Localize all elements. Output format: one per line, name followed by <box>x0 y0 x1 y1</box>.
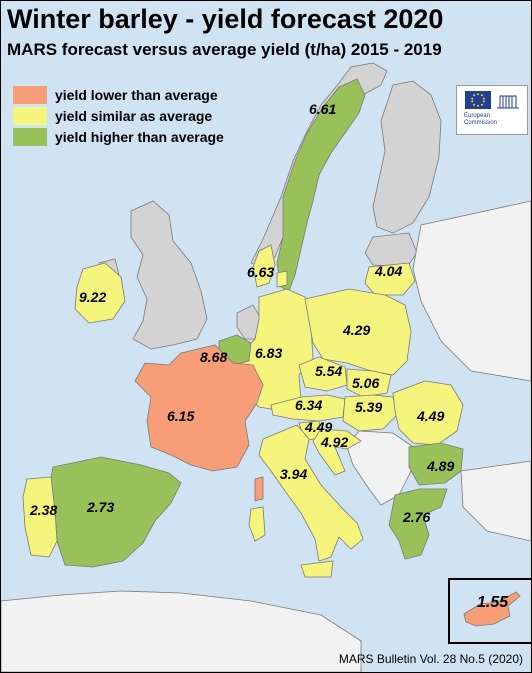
value-belgium: 8.68 <box>200 349 228 365</box>
legend-swatch-lower <box>13 86 47 104</box>
value-france: 6.15 <box>167 408 195 424</box>
european-commission-logo: European Commission <box>456 85 528 135</box>
cyprus-shape <box>463 591 521 627</box>
france-shape <box>134 344 264 472</box>
legend-label-lower: yield lower than average <box>55 87 218 103</box>
value-czechia: 5.54 <box>315 363 343 379</box>
finland-shape <box>372 80 442 234</box>
legend: yield lower than average yield similar a… <box>13 85 224 148</box>
legend-swatch-higher <box>13 128 47 146</box>
value-italy: 3.94 <box>280 466 308 482</box>
legend-swatch-similar <box>13 107 47 125</box>
value-greece: 2.76 <box>403 509 431 525</box>
denmark-shape <box>252 244 288 288</box>
portugal-shape <box>22 476 58 558</box>
value-hungary: 5.39 <box>355 399 383 415</box>
value-slovakia: 5.06 <box>352 375 380 391</box>
value-austria: 6.34 <box>295 397 323 413</box>
legend-item-similar: yield similar as average <box>13 106 224 126</box>
lithuania-shape <box>364 262 416 296</box>
value-poland: 4.29 <box>343 322 371 338</box>
slovakia-shape <box>346 368 392 398</box>
greece-shape <box>388 488 448 560</box>
berlaymont-icon <box>495 90 521 110</box>
romania-shape <box>392 380 464 446</box>
sardinia-shape <box>248 506 266 542</box>
value-spain: 2.73 <box>87 499 115 515</box>
africa-shape <box>1 590 362 672</box>
legend-item-lower: yield lower than average <box>13 85 224 105</box>
value-romania: 4.49 <box>417 408 445 424</box>
uk-shape <box>130 200 208 350</box>
italy-shape <box>258 424 364 562</box>
baltic-east-shape <box>412 200 531 382</box>
croatia-shape <box>312 428 362 476</box>
value-portugal: 2.38 <box>30 502 58 518</box>
hungary-shape <box>342 394 398 432</box>
legend-label-higher: yield higher than average <box>55 129 224 145</box>
corsica-shape <box>254 476 264 502</box>
eu-flag-icon <box>465 91 491 109</box>
value-bulgaria: 4.89 <box>427 458 455 474</box>
estonia-latvia-shape <box>364 232 418 268</box>
legend-label-similar: yield similar as average <box>55 108 213 124</box>
sicily-shape <box>300 560 334 578</box>
map-title: Winter barley - yield forecast 2020 <box>7 4 444 34</box>
sweden-shape <box>276 78 366 292</box>
balkans-nonEU-shape <box>346 430 414 506</box>
value-slovenia: 4.49 <box>305 419 333 435</box>
map-subtitle: MARS forecast versus average yield (t/ha… <box>7 40 442 59</box>
footer-source: MARS Bulletin Vol. 28 No.5 (2020) <box>338 652 523 666</box>
value-ireland: 9.22 <box>79 289 107 305</box>
logo-text: European Commission <box>464 113 498 126</box>
legend-item-higher: yield higher than average <box>13 127 224 147</box>
spain-shape <box>48 456 182 568</box>
turkey-shape <box>460 460 531 542</box>
value-croatia: 4.92 <box>321 434 349 450</box>
ireland-shape <box>74 262 126 324</box>
value-lithuania: 4.04 <box>375 263 403 279</box>
value-cyprus: 1.55 <box>477 594 509 611</box>
bulgaria-shape <box>408 442 464 486</box>
value-germany: 6.83 <box>255 345 283 361</box>
value-denmark: 6.63 <box>247 264 275 280</box>
cyprus-inset <box>448 578 531 644</box>
poland-shape <box>304 288 412 376</box>
value-sweden: 6.61 <box>309 101 337 117</box>
